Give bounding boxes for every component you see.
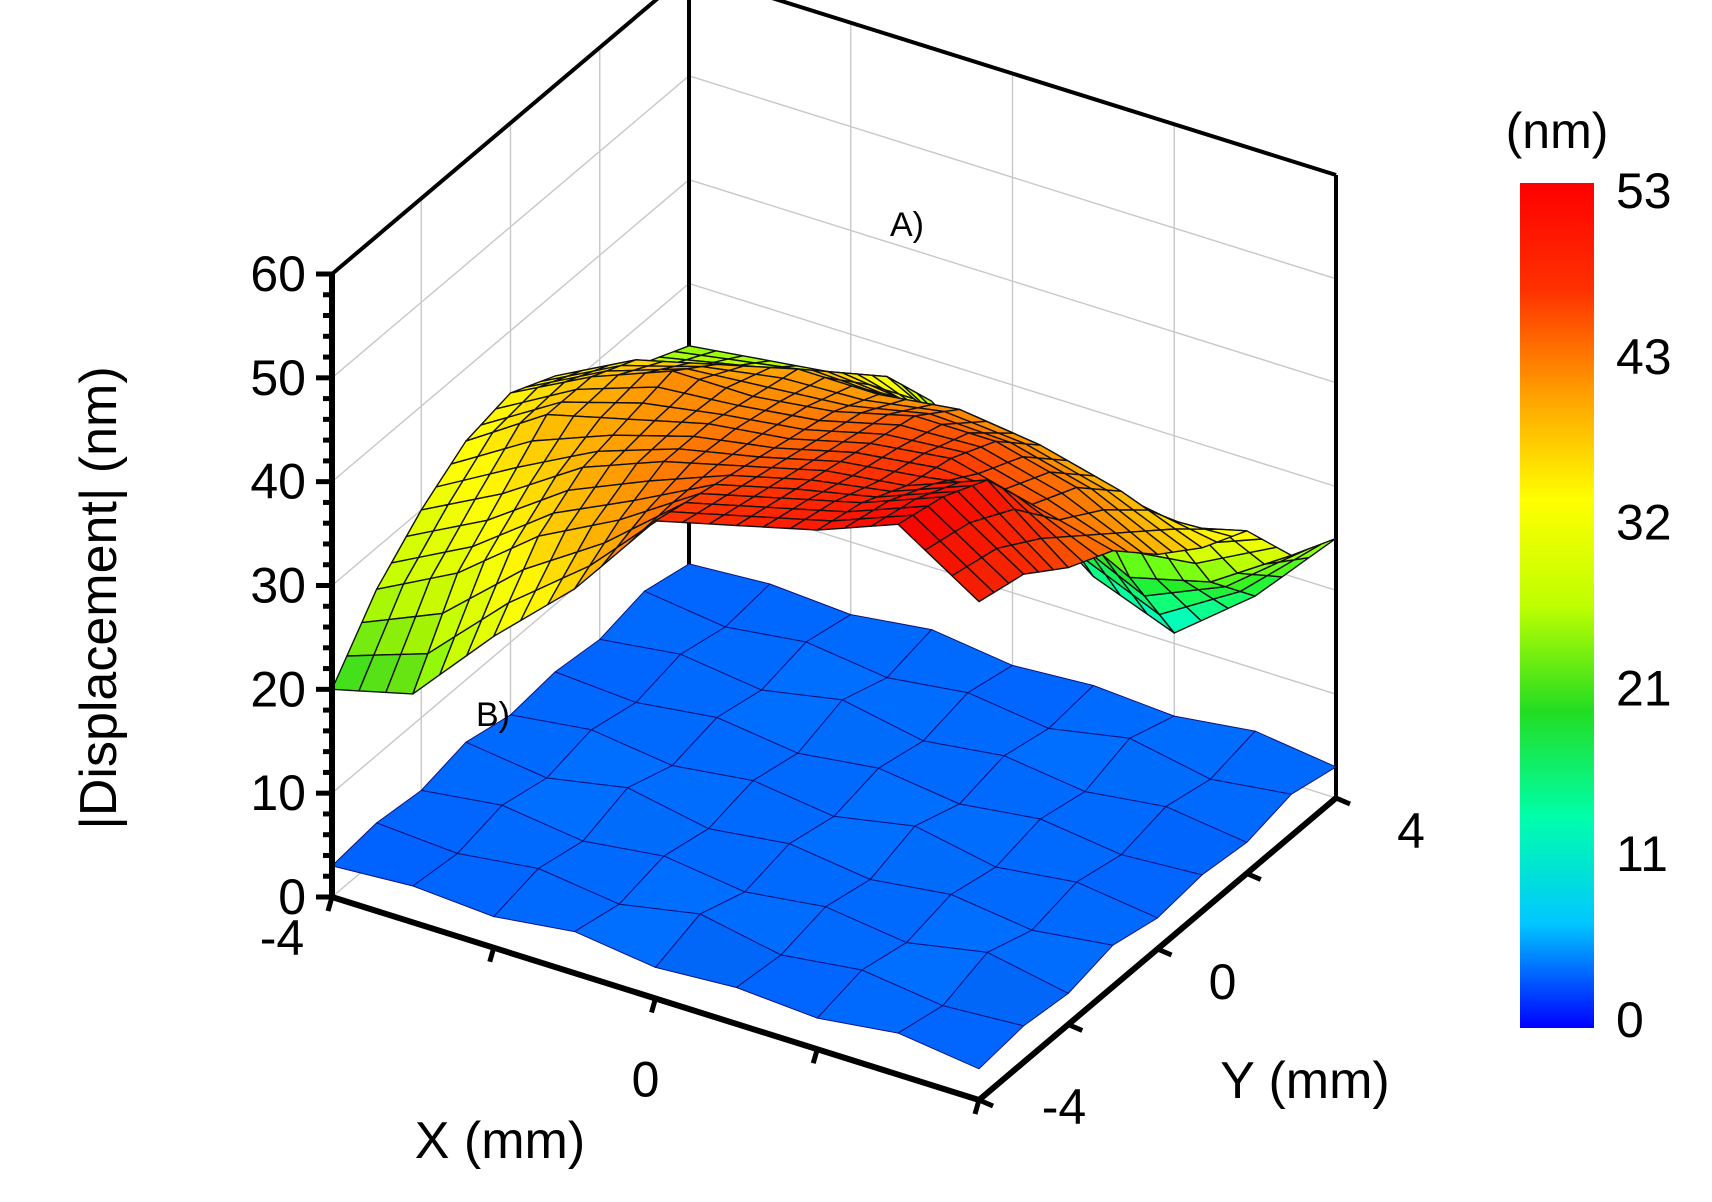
colorbar-tick-label: 53 [1616,163,1672,219]
colorbar-tick-label: 43 [1616,329,1672,385]
surface-facet [951,566,995,603]
y-tick [1156,946,1173,958]
y-tick [1335,795,1351,807]
z-tick-label: 0 [278,869,306,925]
colorbar-unit: (nm) [1506,103,1609,159]
x-tick-label: 0 [632,1052,660,1108]
x-tick [649,997,658,1014]
colorbar: (nm) 53 43 32 21 11 0 [1506,103,1672,1048]
x-tick-label: -4 [260,910,304,966]
z-tick-label: 40 [250,454,306,510]
y-tick [1067,1022,1084,1033]
x-tick [487,947,497,963]
surface-a-label: A) [890,206,924,244]
surface-a [331,345,1337,695]
z-tick-label: 50 [250,350,306,406]
z-tick-label: 30 [250,558,306,614]
colorbar-tick-label: 32 [1616,495,1672,551]
colorbar-gradient [1520,183,1594,1028]
colorbar-tick-label: 0 [1616,992,1644,1048]
y-tick-label: -4 [1042,1079,1086,1135]
x-tick [325,896,335,912]
y-tick-label: 4 [1397,803,1425,859]
z-tick-label: 10 [250,765,306,821]
z-tick-label: 60 [250,246,306,302]
x-axis-title: X (mm) [415,1112,585,1170]
box-edge [771,0,1337,177]
box-edge [330,0,659,276]
y-tick [978,1097,994,1109]
y-tick-label: 0 [1209,954,1237,1010]
colorbar-tick-label: 11 [1616,826,1668,882]
surface-b [331,563,1337,1070]
colorbar-ticks: 53 43 32 21 11 0 [1616,163,1672,1048]
surface-b-label: B) [476,696,510,734]
y-axis-title: Y (mm) [1220,1052,1389,1110]
colorbar-tick-label: 21 [1616,660,1672,716]
z-axis-title: |Displacement| (nm) [70,366,128,829]
x-tick [810,1048,820,1064]
y-tick [1245,871,1262,882]
surface-facet [897,1005,1025,1070]
z-tick-label: 20 [250,661,306,717]
